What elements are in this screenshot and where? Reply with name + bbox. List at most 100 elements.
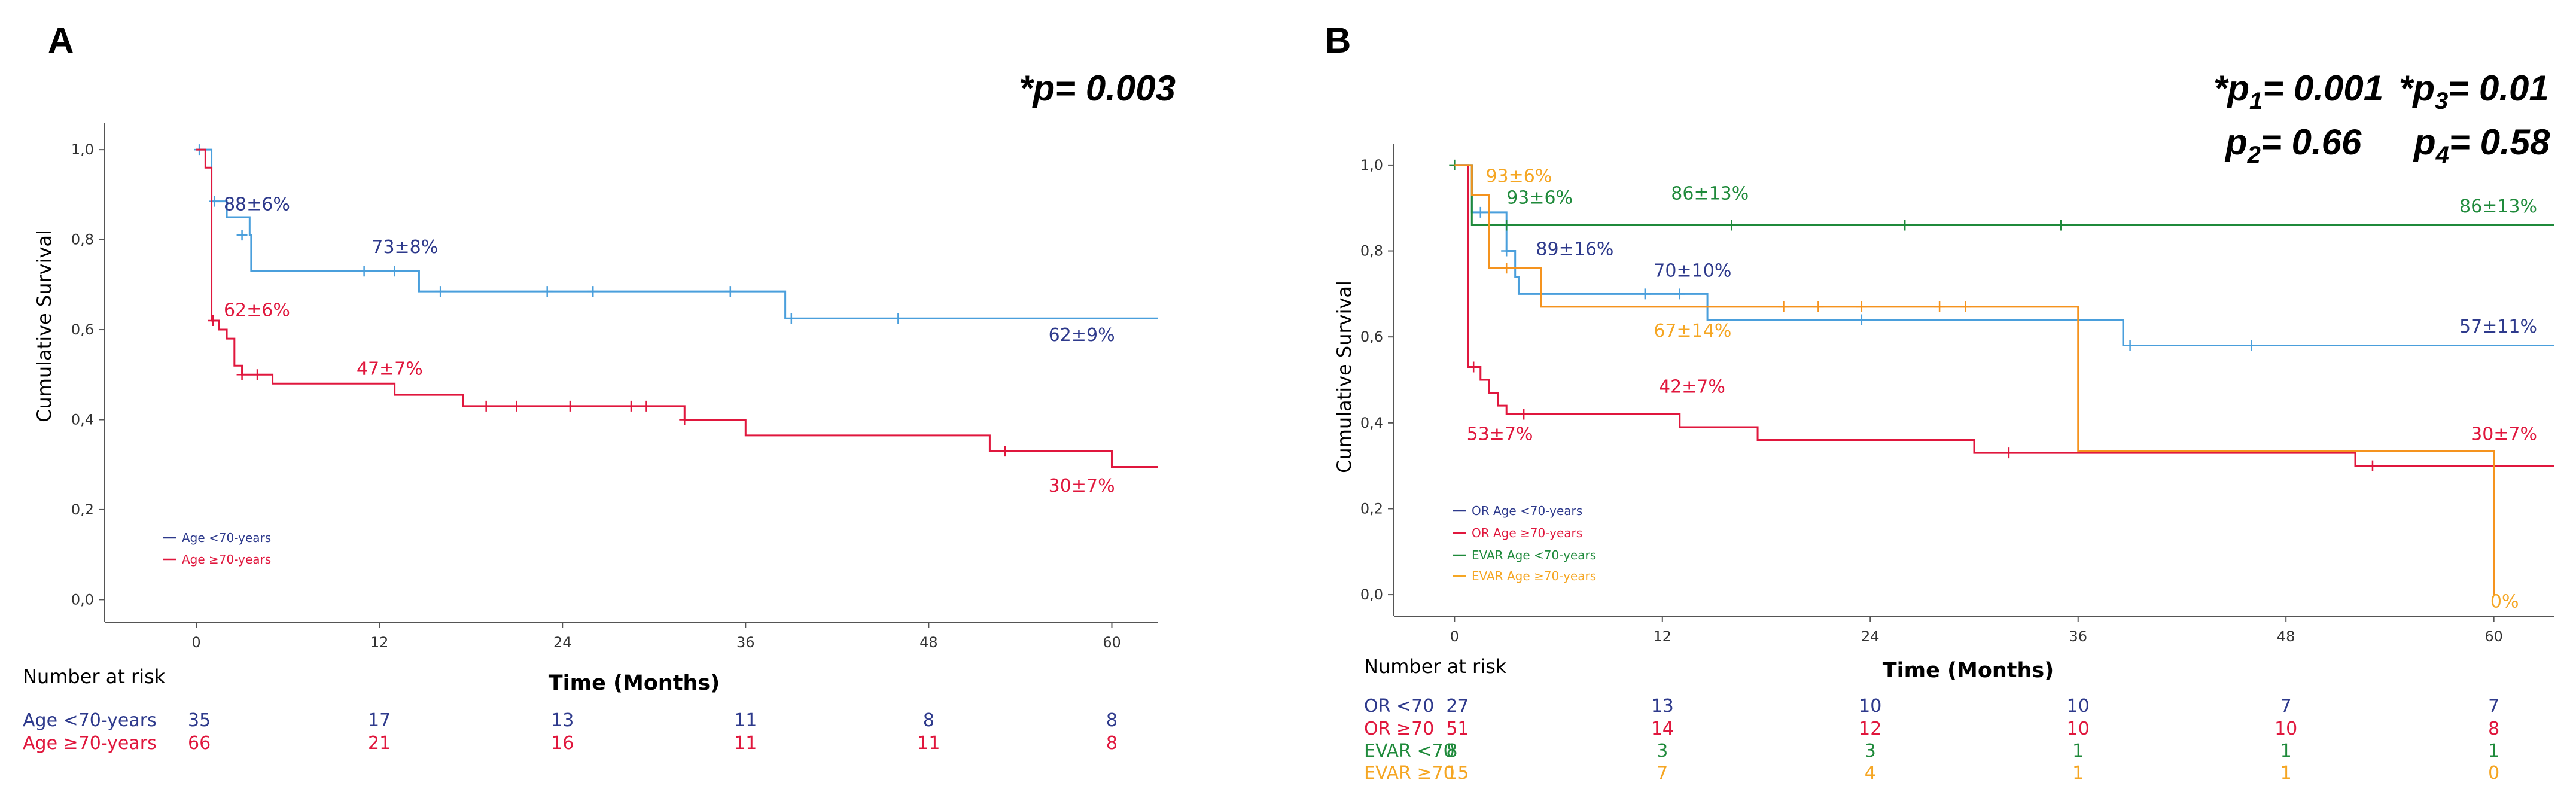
panel-b-risk-row-label: OR <70 xyxy=(1364,696,1434,717)
panel-a-xlabel: Time (Months) xyxy=(549,671,720,695)
panel-b-p1-value: = 0.001 xyxy=(2263,68,2383,108)
panel-b-risk-value: 10 xyxy=(1859,696,1881,717)
panel-b-censor-mark-or-age-lt70-years xyxy=(1501,245,1512,257)
panel-b-risk-value: 14 xyxy=(1651,718,1674,739)
panel-b-p1: *p1= 0.001 xyxy=(2213,68,2383,114)
panel-a-censor-mark-age-lt70-years xyxy=(358,266,370,277)
panel-b-survival-label: 93±6% xyxy=(1506,188,1573,209)
panel-a-risk-value: 8 xyxy=(1106,710,1118,731)
panel-a-ytick-label: 0,8 xyxy=(71,232,94,248)
panel-b-survival-label: 0% xyxy=(2490,592,2519,613)
panel-b-risk-row-label: OR ≥70 xyxy=(1364,718,1434,739)
panel-b-risk-value: 10 xyxy=(2067,718,2090,739)
panel-b-survival-label: 53±7% xyxy=(1467,424,1533,445)
panel-a-censor-mark-age-lt70-years xyxy=(236,230,248,241)
panel-a-risk-row-label: Age ≥70-years xyxy=(23,733,157,754)
panel-a-ytick-label: 0,4 xyxy=(71,411,94,428)
panel-b-risk-value: 7 xyxy=(2488,696,2499,717)
panel-b-label: B xyxy=(1325,20,1351,60)
panel-b-censor-mark-evar-age-ge70-years xyxy=(1856,301,1867,312)
panel-b-censor-mark-or-age-ge70-years xyxy=(1518,409,1530,420)
panel-b-survival-label: 57±11% xyxy=(2459,316,2537,337)
panel-b-risk-header: Number at risk xyxy=(1364,655,1507,678)
panel-b-chart: Cumulative Survival Time (Months) Number… xyxy=(1333,144,2554,784)
legend-label-evar-lt70: EVAR Age <70-years xyxy=(1472,548,1596,562)
panel-b-ylabel: Cumulative Survival xyxy=(1333,281,1356,473)
panel-b-censor-mark-or-age-lt70-years xyxy=(1639,288,1651,300)
panel-b-curve-or-age-ge70-years xyxy=(1454,164,2554,467)
panel-b-risk-value: 0 xyxy=(2488,763,2499,784)
panel-a-survival-label: 62±9% xyxy=(1049,325,1115,346)
panel-a-censor-mark-age-lt70-years xyxy=(785,313,797,324)
panel-b-risk-value: 8 xyxy=(1446,741,1457,762)
panel-b-censor-mark-or-age-lt70-years xyxy=(2124,340,2136,351)
panel-b-censor-mark-or-age-ge70-years xyxy=(2003,447,2014,459)
panel-a-xtick-label: 0 xyxy=(191,634,200,651)
panel-a-censor-mark-age-ge70-years xyxy=(480,400,492,412)
panel-a-censor-mark-age-ge70-years xyxy=(999,446,1010,457)
panel-b-curve-or-age-lt70-years xyxy=(1454,164,2554,347)
panel-b-survival-label: 42±7% xyxy=(1659,377,1725,398)
legend-label-evar-ge70: EVAR Age ≥70-years xyxy=(1472,569,1596,583)
panel-b-censor-mark-evar-age-ge70-years xyxy=(1501,263,1512,274)
panel-a-censor-mark-age-lt70-years xyxy=(724,286,736,297)
legend-label-age-ge70: Age ≥70-years xyxy=(182,552,271,567)
panel-b-censor-mark-evar-age-lt70-years xyxy=(1899,220,1911,231)
panel-b-risk-value: 51 xyxy=(1446,718,1469,739)
panel-a-xtick-label: 24 xyxy=(553,634,572,651)
panel-a-risk-row-label: Age <70-years xyxy=(23,710,157,731)
panel-a-xtick-label: 12 xyxy=(370,634,389,651)
panel-b-p2-value: = 0.66 xyxy=(2261,122,2362,162)
panel-b-ytick-label: 0,0 xyxy=(1360,586,1383,603)
panel-a-risk-header: Number at risk xyxy=(23,665,166,688)
panel-a-survival-label: 47±7% xyxy=(357,358,423,379)
panel-a-risk-value: 11 xyxy=(734,710,757,731)
panel-a-censor-mark-age-lt70-years xyxy=(893,313,904,324)
panel-a-survival-label: 73±8% xyxy=(372,237,438,258)
panel-a-ytick-label: 0,0 xyxy=(71,591,94,608)
panel-b-censor-mark-evar-age-lt70-years xyxy=(1726,220,1737,231)
panel-b-survival-label: 86±13% xyxy=(1671,183,1749,204)
panel-a-risk-value: 8 xyxy=(1106,733,1118,754)
panel-a-censor-mark-age-ge70-years xyxy=(626,400,637,412)
panel-b-xtick-label: 0 xyxy=(1450,628,1459,645)
panel-a-xtick-label: 36 xyxy=(736,634,755,651)
panel-b-survival-label: 30±7% xyxy=(2471,424,2537,445)
panel-a-censor-mark-age-ge70-years xyxy=(641,400,652,412)
panel-b-survival-label: 67±14% xyxy=(1654,321,1731,342)
panel-b-curve-evar-age-lt70-years xyxy=(1454,164,2554,226)
panel-b-risk-value: 10 xyxy=(2274,718,2297,739)
panel-a-risk-value: 66 xyxy=(188,733,211,754)
panel-b-ytick-label: 0,6 xyxy=(1360,328,1383,345)
panel-b-ytick-label: 0,2 xyxy=(1360,500,1383,517)
panel-a-xtick-label: 60 xyxy=(1103,634,1121,651)
panel-a-censor-mark-age-lt70-years xyxy=(587,286,599,297)
panel-b-risk-value: 1 xyxy=(2280,763,2292,784)
panel-b-risk-value: 7 xyxy=(1657,763,1668,784)
panel-b-censor-mark-or-age-lt70-years xyxy=(1475,206,1486,218)
panel-b-ytick-label: 0,4 xyxy=(1360,415,1383,431)
panel-b-risk-value: 3 xyxy=(1657,741,1668,762)
panel-b-risk-value: 15 xyxy=(1446,763,1469,784)
panel-b-p2: p2= 0.66 xyxy=(2224,122,2362,168)
panel-a-censor-mark-age-lt70-years xyxy=(389,266,400,277)
panel-b-risk-row-label: EVAR ≥70 xyxy=(1364,763,1455,784)
panel-a-survival-label: 30±7% xyxy=(1049,476,1115,497)
panel-b-curve-evar-age-ge70-years xyxy=(1454,164,2495,595)
panel-b-censor-mark-evar-age-lt70-years xyxy=(2055,220,2066,231)
panel-a-ytick-label: 0,2 xyxy=(71,501,94,518)
panel-b-p4: p4= 0.58 xyxy=(2413,122,2550,168)
panel-b-xtick-label: 36 xyxy=(2069,628,2087,645)
panel-a-ytick-label: 0,6 xyxy=(71,321,94,338)
panel-b-risk-value: 4 xyxy=(1865,763,1876,784)
panel-b-risk-value: 1 xyxy=(2280,741,2292,762)
panel-b-censor-mark-or-age-lt70-years xyxy=(1674,288,1685,300)
panel-b-xlabel: Time (Months) xyxy=(1883,659,2054,683)
panel-a-risk-value: 35 xyxy=(188,710,211,731)
panel-b-survival-label: 93±6% xyxy=(1485,166,1552,187)
panel-a-censor-mark-age-ge70-years xyxy=(236,369,248,380)
panel-b-censor-mark-or-age-ge70-years xyxy=(2367,460,2378,471)
panel-a-risk-value: 8 xyxy=(923,710,934,731)
panel-a-legend: Age <70-years Age ≥70-years xyxy=(163,531,271,567)
panel-a-risk-value: 11 xyxy=(734,733,757,754)
